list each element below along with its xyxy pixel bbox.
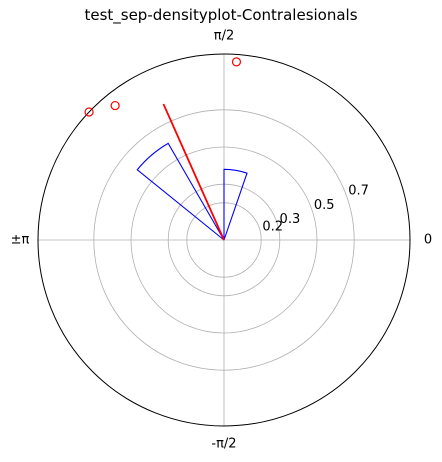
angle-tick-label: 0 — [424, 233, 432, 248]
radial-tick-label: 0.3 — [280, 212, 301, 227]
radial-tick-label: 0.7 — [348, 184, 369, 199]
data-points — [85, 58, 240, 116]
angle-tick-label: ±π — [11, 233, 30, 248]
data-point — [111, 102, 119, 110]
data-point — [232, 58, 240, 66]
mean-vector-line — [163, 104, 224, 240]
angle-tick-label: π/2 — [214, 29, 234, 44]
histogram-bars — [137, 143, 247, 240]
radial-tick-label: 0.5 — [314, 198, 335, 213]
mean-vector — [163, 104, 224, 240]
angle-tick-label: -π/2 — [211, 437, 236, 452]
